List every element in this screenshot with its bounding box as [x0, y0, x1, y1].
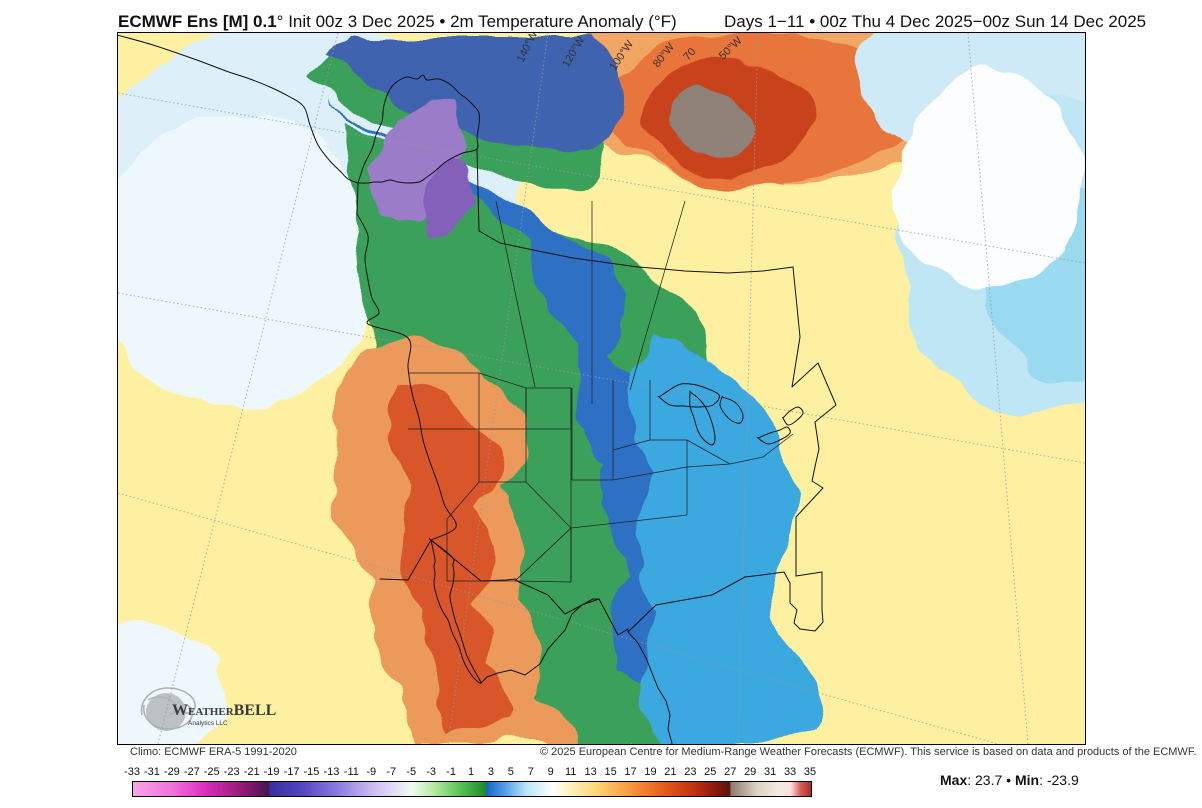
svg-text:WEATHERBELL: WEATHERBELL: [172, 702, 276, 719]
svg-text:Analytics LLC: Analytics LLC: [188, 720, 228, 727]
